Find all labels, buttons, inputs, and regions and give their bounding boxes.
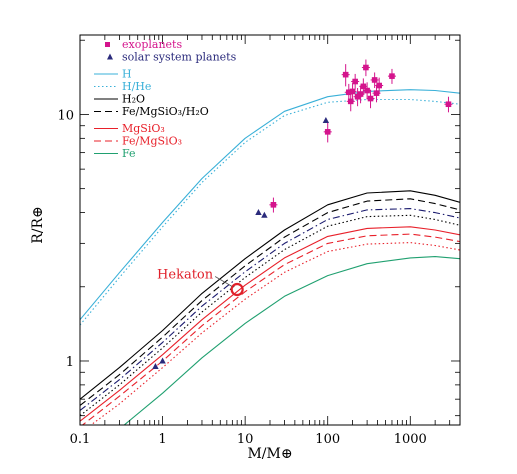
exoplanet-point — [324, 129, 331, 135]
exoplanet-point — [376, 82, 382, 89]
x-tick-label: 10 — [237, 432, 254, 447]
exoplanet-point — [354, 93, 361, 100]
legend-label: H — [122, 68, 132, 81]
exoplanet-point — [389, 73, 395, 79]
exoplanet-point — [270, 202, 277, 208]
hekaton-marker — [230, 282, 244, 297]
exoplanet-point — [347, 98, 354, 105]
solar-system-planet-point — [77, 425, 83, 431]
legend-label: H/He — [122, 80, 151, 93]
exoplanet-point — [349, 88, 356, 95]
exoplanet-point — [363, 64, 369, 71]
exoplanet-point — [445, 101, 452, 108]
curve-fe-mgsio3-b — [90, 242, 460, 425]
exoplanet-point — [345, 89, 352, 96]
y-tick-label: 1 — [66, 355, 74, 370]
axis-ticks: 0.1 1 10 100 1000 1 10 — [57, 35, 461, 447]
x-tick-label: 1000 — [394, 432, 427, 447]
solar-system-planet-point — [159, 357, 166, 364]
model-curves — [80, 89, 460, 425]
curve-fe-mgsio3-h2o — [80, 198, 460, 406]
hekaton-label: Hekaton — [157, 267, 214, 282]
solar-system-planet-point — [152, 362, 159, 369]
annotations: Hekaton — [157, 267, 244, 297]
x-tick-label: 1 — [158, 432, 166, 447]
curve-fe — [123, 256, 460, 425]
legend-label: MgSiO₃ — [122, 122, 165, 135]
data-points — [77, 59, 453, 431]
legend-label: solar system planets — [122, 51, 237, 64]
exoplanet-point — [373, 90, 380, 96]
legend-swatch-square — [105, 42, 110, 47]
curve-h2o — [80, 190, 460, 400]
exoplanet-point — [371, 77, 378, 83]
legend-swatch-triangle — [107, 53, 113, 60]
x-tick-label: 100 — [315, 432, 340, 447]
solar-system-planet-point — [261, 211, 268, 218]
curve-mgsio3 — [80, 226, 460, 422]
exoplanet-point — [367, 95, 374, 102]
curve-fe-mgsio3-h2o-b — [80, 208, 460, 411]
solar-system-planet-point — [322, 116, 330, 123]
legend-label: exoplanets — [122, 38, 182, 51]
legend-label: Fe — [122, 147, 136, 160]
y-tick-label: 10 — [57, 108, 74, 123]
x-axis-label: M/M⊕ — [247, 446, 292, 462]
hekaton-leader-line — [214, 276, 233, 287]
exoplanet-point — [342, 71, 349, 78]
curve-h — [80, 89, 460, 321]
legend-label: Fe/MgSiO₃/H₂O — [122, 105, 209, 118]
exoplanet-point — [357, 91, 364, 97]
exoplanet-point — [360, 83, 367, 90]
legend-label: H₂O — [122, 93, 145, 106]
curve-fe-mgsio3 — [81, 233, 460, 425]
x-tick-label: 0.1 — [70, 432, 91, 447]
curve-fe-mgsio3-h2o-c — [80, 214, 460, 417]
exoplanet-point — [352, 78, 358, 85]
exoplanet-point — [364, 87, 370, 94]
y-axis-label: R/R⊕ — [30, 206, 46, 244]
solar-system-planet-point — [255, 209, 262, 216]
legend-label: Fe/MgSiO₃ — [122, 135, 182, 148]
